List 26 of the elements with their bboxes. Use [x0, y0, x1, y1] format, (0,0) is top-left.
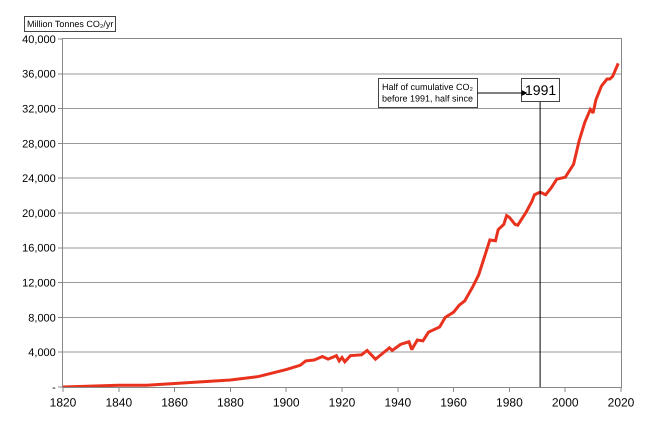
- x-tick-label: 1920: [328, 395, 356, 410]
- y-tick-label: 40,000: [22, 34, 56, 46]
- y-axis-title: Million Tonnes CO₂/yr: [27, 19, 114, 29]
- y-tick-label: 32,000: [22, 103, 56, 116]
- annotation: Half of cumulative CO₂ before 1991, half since: [382, 82, 474, 104]
- x-tick-label: 1980: [496, 395, 524, 410]
- x-tick-label: 1960: [440, 395, 468, 410]
- x-tick-label: 1900: [272, 395, 300, 410]
- y-tick-label: 16,000: [22, 242, 56, 255]
- y-tick-label: 28,000: [22, 138, 56, 150]
- y-tick-label: 24,000: [22, 173, 56, 186]
- y-tick-label: 36,000: [22, 68, 56, 81]
- y-tick-label: 20,000: [22, 208, 56, 220]
- x-tick-label: 2020: [608, 395, 635, 410]
- y-tick-label: 4,000: [28, 347, 56, 360]
- x-tick-label: 1820: [50, 395, 77, 410]
- x-tick-label: 1860: [161, 395, 188, 410]
- ref-line-label: 1991: [525, 82, 556, 98]
- line-series: [63, 62, 620, 387]
- x-tick-label: 1840: [105, 395, 132, 410]
- y-tick-label: 12,000: [22, 277, 56, 290]
- y-tick-label: 8,000: [28, 312, 56, 324]
- x-tick-label: 2000: [552, 395, 579, 410]
- y-tick-label: -: [52, 382, 56, 394]
- x-tick-label: 1940: [384, 395, 412, 410]
- x-tick-label: 1880: [217, 395, 244, 410]
